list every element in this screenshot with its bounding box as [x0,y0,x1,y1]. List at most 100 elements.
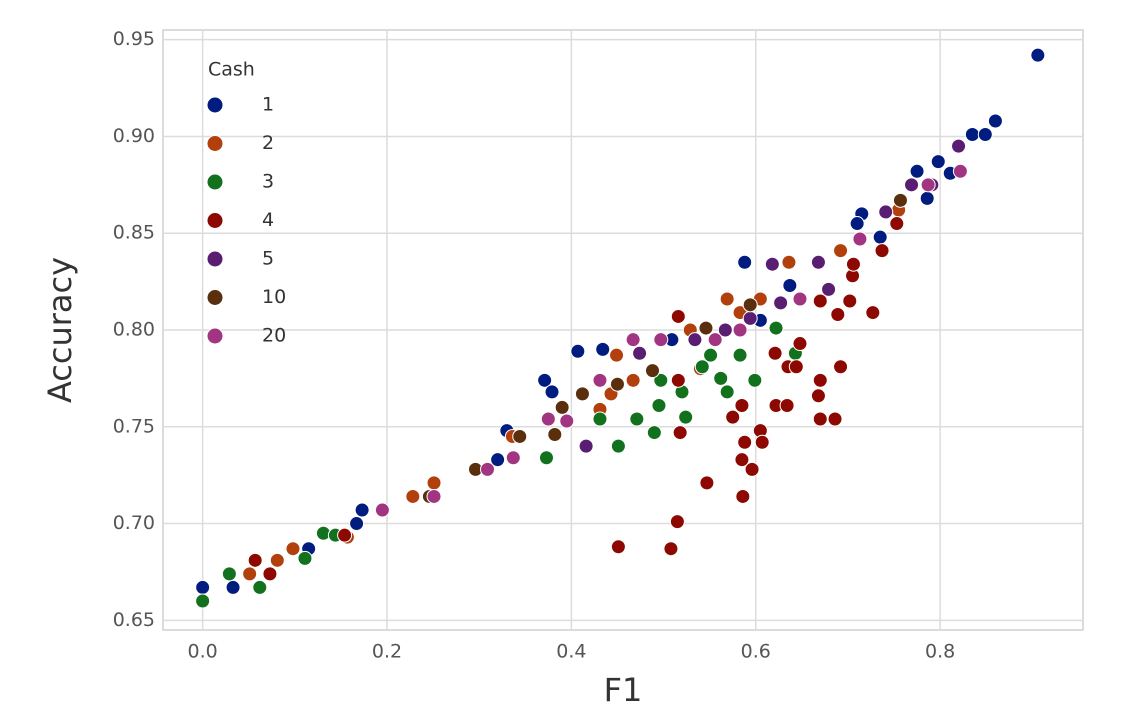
point [833,243,849,259]
point [247,552,263,568]
point [570,343,586,359]
point [735,488,751,504]
point [699,475,715,491]
legend: Cash 1 2 3 4 5 10 20 [206,59,286,347]
legend-label: 20 [262,325,286,347]
legend-label: 5 [262,248,274,270]
point [285,541,301,557]
point [225,579,241,595]
x-tick-label: 0.0 [188,641,218,663]
y-axis-label: Accuracy [41,257,79,403]
point [574,386,590,402]
point [952,163,968,179]
legend-label: 2 [262,132,274,154]
point [833,359,849,375]
x-tick-label: 0.2 [372,641,402,663]
x-tick-label: 0.4 [556,641,586,663]
point [479,461,495,477]
point [865,305,881,321]
point [842,293,858,309]
y-tick-label: 0.95 [113,28,155,50]
point [732,347,748,363]
point [559,413,575,429]
point [792,291,808,307]
point [426,488,442,504]
point [653,332,669,348]
y-tick-label: 0.85 [113,222,155,244]
point [426,475,442,491]
point [920,177,936,193]
point [595,341,611,357]
point [744,461,760,477]
point [737,254,753,270]
point [669,514,685,530]
point [827,411,843,427]
point [687,332,703,348]
point [878,204,894,220]
point [374,502,390,518]
point [490,452,506,468]
legend-marker [206,135,224,152]
point [625,332,641,348]
legend-marker [206,96,224,114]
point [732,322,748,338]
x-tick-label: 0.8 [925,641,955,663]
point [354,502,370,518]
point [764,256,780,272]
point [610,438,626,454]
point [812,293,828,309]
point [670,372,686,388]
point [629,411,645,427]
point [852,231,868,247]
point [717,322,733,338]
point [892,192,908,208]
point [297,550,313,566]
legend-label: 3 [262,171,274,193]
point [872,229,888,245]
point [904,177,920,193]
point [754,434,770,450]
point [610,539,626,555]
legend-label: 4 [262,209,274,231]
point [195,579,211,595]
point [592,411,608,427]
point [719,384,735,400]
point [767,345,783,361]
point [632,345,648,361]
point [742,297,758,313]
point [768,320,784,336]
legend-title: Cash [208,59,255,81]
legend-marker [206,289,224,306]
point [810,254,826,270]
point [788,359,804,375]
point [737,434,753,450]
point [930,154,946,170]
point [537,372,553,388]
point [262,566,278,582]
point [592,372,608,388]
point [544,384,560,400]
point [725,409,741,425]
point [672,425,688,441]
point [792,336,808,352]
legend-marker [206,173,224,191]
point [698,320,714,336]
point [670,308,686,324]
point [221,566,237,582]
point [540,411,556,427]
point [845,256,861,272]
point [742,310,758,326]
point [734,452,750,468]
point [747,372,763,388]
point [812,411,828,427]
y-tick-label: 0.65 [113,609,155,631]
point [349,516,365,532]
legend-label: 10 [262,286,286,308]
point [987,113,1003,129]
point [919,190,935,206]
y-tick-label: 0.80 [113,319,155,341]
point [578,438,594,454]
legend-marker [206,250,224,268]
y-tick-label: 0.90 [113,125,155,147]
points [195,47,1046,609]
